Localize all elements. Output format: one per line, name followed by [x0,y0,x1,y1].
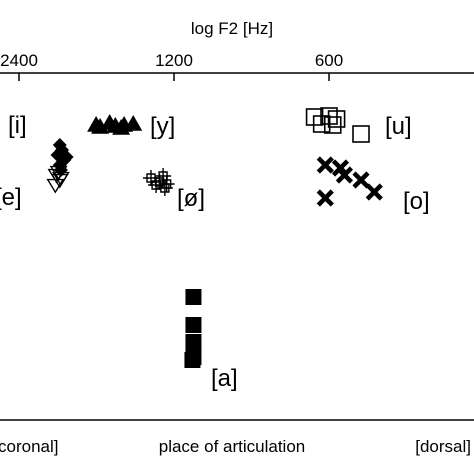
vowel-labels: [i] [y] [u] [e] [ø] [o] [a] [0,112,430,392]
point-open-square [305,108,324,126]
vowel-label-i: [i] [8,112,27,139]
point-filled-triangle [87,116,106,132]
point-plus-square [158,176,175,192]
data-points [46,107,383,368]
point-open-triangle-down [51,171,70,187]
point-filled-diamond [50,148,65,162]
point-filled-triangle [124,115,143,131]
vowel-label-e: [e] [0,184,22,211]
point-filled-rect [185,334,202,350]
vowel-label-y: [y] [150,113,175,140]
point-x [365,183,383,201]
point-plus-square [148,177,165,193]
point-open-square [312,115,331,133]
point-open-triangle-down [49,165,68,181]
bottom-right-label: [dorsal] [415,437,471,456]
tick-label: 1200 [155,51,193,70]
point-x [316,189,334,207]
point-filled-rect [184,352,201,368]
point-x [316,156,334,174]
point-filled-triangle [100,114,119,130]
top-axis-title: log F2 [Hz] [191,19,273,38]
tick-label: 600 [315,51,343,70]
point-filled-diamond [59,150,74,164]
point-open-triangle-down [46,178,65,194]
bottom-axis-title: place of articulation [159,437,305,456]
vowel-label-oe: [ø] [177,185,205,212]
point-x [335,166,354,184]
axes [0,72,474,421]
top-axis-ticks: 240012006003 [0,51,343,81]
vowel-label-u: [u] [385,113,412,140]
point-filled-triangle [112,119,131,135]
bottom-left-label: coronal] [0,437,58,456]
point-open-square [352,125,370,143]
point-open-square [323,116,342,134]
tick-label: 2400 [0,51,38,70]
point-filled-rect [185,289,202,305]
vowel-label-o: [o] [403,188,430,215]
point-filled-rect [185,317,202,333]
point-x [352,171,370,189]
vowel-label-a: [a] [211,365,238,392]
point-open-square [327,110,346,128]
